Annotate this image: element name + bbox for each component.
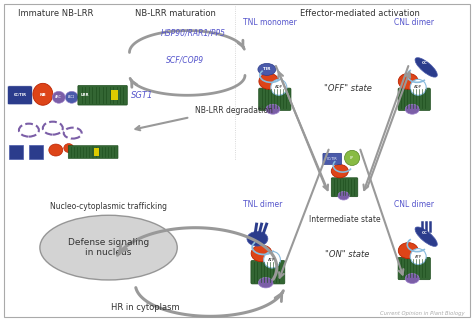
Ellipse shape: [33, 83, 53, 105]
Ellipse shape: [52, 91, 65, 103]
Text: ARC2: ARC2: [68, 95, 75, 99]
Ellipse shape: [251, 245, 272, 262]
Ellipse shape: [398, 74, 418, 89]
Text: CC: CC: [421, 231, 427, 235]
Text: CC: CC: [421, 61, 427, 65]
FancyBboxPatch shape: [93, 145, 118, 159]
Text: "OFF" state: "OFF" state: [324, 84, 372, 93]
FancyBboxPatch shape: [398, 88, 430, 110]
Circle shape: [264, 251, 281, 268]
Text: Intermediate state: Intermediate state: [309, 215, 380, 224]
Circle shape: [271, 79, 287, 95]
Text: Current Opinion in Plant Biology: Current Opinion in Plant Biology: [380, 311, 465, 316]
Bar: [9, 145, 23, 159]
Ellipse shape: [258, 277, 273, 288]
Text: SGT1: SGT1: [130, 91, 153, 100]
Text: EP: EP: [350, 156, 354, 160]
Ellipse shape: [331, 165, 348, 178]
Text: ADP: ADP: [275, 85, 283, 89]
Ellipse shape: [415, 58, 438, 77]
Text: TIR: TIR: [263, 67, 271, 71]
Text: Effector-mediated activation: Effector-mediated activation: [300, 9, 419, 18]
Circle shape: [410, 79, 426, 95]
Ellipse shape: [40, 215, 177, 280]
Text: LRR: LRR: [81, 93, 89, 97]
Ellipse shape: [338, 192, 349, 200]
FancyBboxPatch shape: [331, 178, 358, 197]
Ellipse shape: [259, 74, 279, 89]
Bar: [94, 148, 99, 156]
Text: Nucleo-cytoplasmic trafficking: Nucleo-cytoplasmic trafficking: [50, 202, 167, 211]
Ellipse shape: [405, 104, 419, 114]
FancyBboxPatch shape: [78, 85, 128, 105]
Text: TNL dimer: TNL dimer: [243, 200, 283, 209]
Text: ARC: ARC: [55, 95, 62, 99]
FancyBboxPatch shape: [323, 153, 342, 164]
Text: CNL dimer: CNL dimer: [394, 200, 434, 209]
Text: SCF/COP9: SCF/COP9: [166, 56, 204, 65]
Text: CNL dimer: CNL dimer: [394, 18, 434, 27]
Ellipse shape: [405, 273, 419, 283]
Text: NB-LRR maturation: NB-LRR maturation: [135, 9, 216, 18]
Ellipse shape: [247, 231, 268, 246]
Text: CC/TIR: CC/TIR: [327, 157, 337, 161]
Ellipse shape: [49, 144, 63, 156]
Ellipse shape: [65, 91, 78, 103]
Text: ATP: ATP: [415, 255, 422, 259]
FancyBboxPatch shape: [251, 261, 285, 284]
Text: ADP: ADP: [414, 85, 422, 89]
Text: "ON" state: "ON" state: [325, 250, 370, 259]
Text: NB: NB: [39, 93, 46, 97]
Text: HSP90/RAR1/PP5: HSP90/RAR1/PP5: [161, 28, 226, 37]
FancyBboxPatch shape: [68, 145, 93, 159]
Circle shape: [410, 249, 426, 265]
FancyBboxPatch shape: [398, 257, 430, 280]
Text: TNL monomer: TNL monomer: [243, 18, 297, 27]
Text: Immature NB-LRR: Immature NB-LRR: [18, 9, 93, 18]
Bar: [110, 90, 118, 100]
Text: HR in cytoplasm: HR in cytoplasm: [111, 303, 180, 312]
Text: CC/TIR: CC/TIR: [13, 93, 27, 97]
Ellipse shape: [415, 227, 438, 247]
Ellipse shape: [266, 104, 280, 114]
Ellipse shape: [398, 243, 418, 259]
Ellipse shape: [64, 143, 74, 152]
Text: NB-LRR degradation: NB-LRR degradation: [195, 106, 273, 115]
Text: Defense signaling
in nucleus: Defense signaling in nucleus: [68, 238, 149, 257]
Circle shape: [345, 150, 360, 166]
Bar: [29, 145, 43, 159]
FancyBboxPatch shape: [8, 86, 32, 105]
FancyBboxPatch shape: [259, 88, 291, 110]
Ellipse shape: [258, 64, 276, 75]
Text: ATP: ATP: [268, 258, 276, 262]
